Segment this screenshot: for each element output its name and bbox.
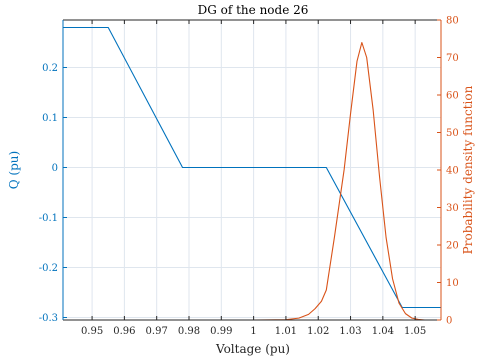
ticks: 0.95 0.96 0.97 0.98 0.99 1 1.01 1.02 1.03 1.04 1.0…	[39, 16, 459, 338]
y-left-tick-label: -0.1	[39, 213, 58, 224]
y-axis-right-label: Probability density function	[461, 85, 475, 254]
x-tick-label: 1.01	[275, 326, 297, 337]
x-tick-label: 0.97	[146, 326, 168, 337]
x-tick-label: 1.02	[307, 326, 329, 337]
x-tick-label: 1.05	[404, 326, 426, 337]
y-right-tick-label: 0	[446, 316, 452, 327]
y-right-tick-label: 40	[446, 166, 459, 177]
y-left-tick-label: 0	[52, 163, 58, 174]
x-tick-label: 0.95	[81, 326, 103, 337]
y-axis-left-label: Q (pu)	[7, 151, 21, 189]
y-right-tick-label: 80	[446, 16, 459, 27]
x-tick-label: 1.04	[372, 326, 394, 337]
y-right-tick-label: 60	[446, 91, 459, 102]
y-right-tick-label: 50	[446, 128, 459, 139]
y-right-tick-label: 10	[446, 278, 459, 289]
x-tick-label: 0.99	[210, 326, 232, 337]
y-left-tick-label: -0.3	[39, 313, 58, 324]
series-line-right	[63, 41, 441, 321]
y-left-tick-label: 0.2	[42, 63, 58, 74]
x-axis-label: Voltage (pu)	[215, 342, 290, 356]
x-tick-label: 1.03	[339, 326, 361, 337]
plot-area	[63, 26, 441, 321]
y-right-tick-label: 30	[446, 203, 459, 214]
series-line-left	[63, 26, 441, 309]
chart-title: DG of the node 26	[198, 3, 309, 17]
y-left-tick-label: 0.1	[42, 113, 58, 124]
y-right-tick-label: 20	[446, 241, 459, 252]
x-tick-label: 0.96	[113, 326, 135, 337]
x-tick-label: 0.98	[178, 326, 200, 337]
x-tick-label: 1	[250, 326, 256, 337]
y-right-tick-label: 70	[446, 53, 459, 64]
grid	[63, 20, 441, 320]
y-left-tick-label: -0.2	[39, 263, 58, 274]
